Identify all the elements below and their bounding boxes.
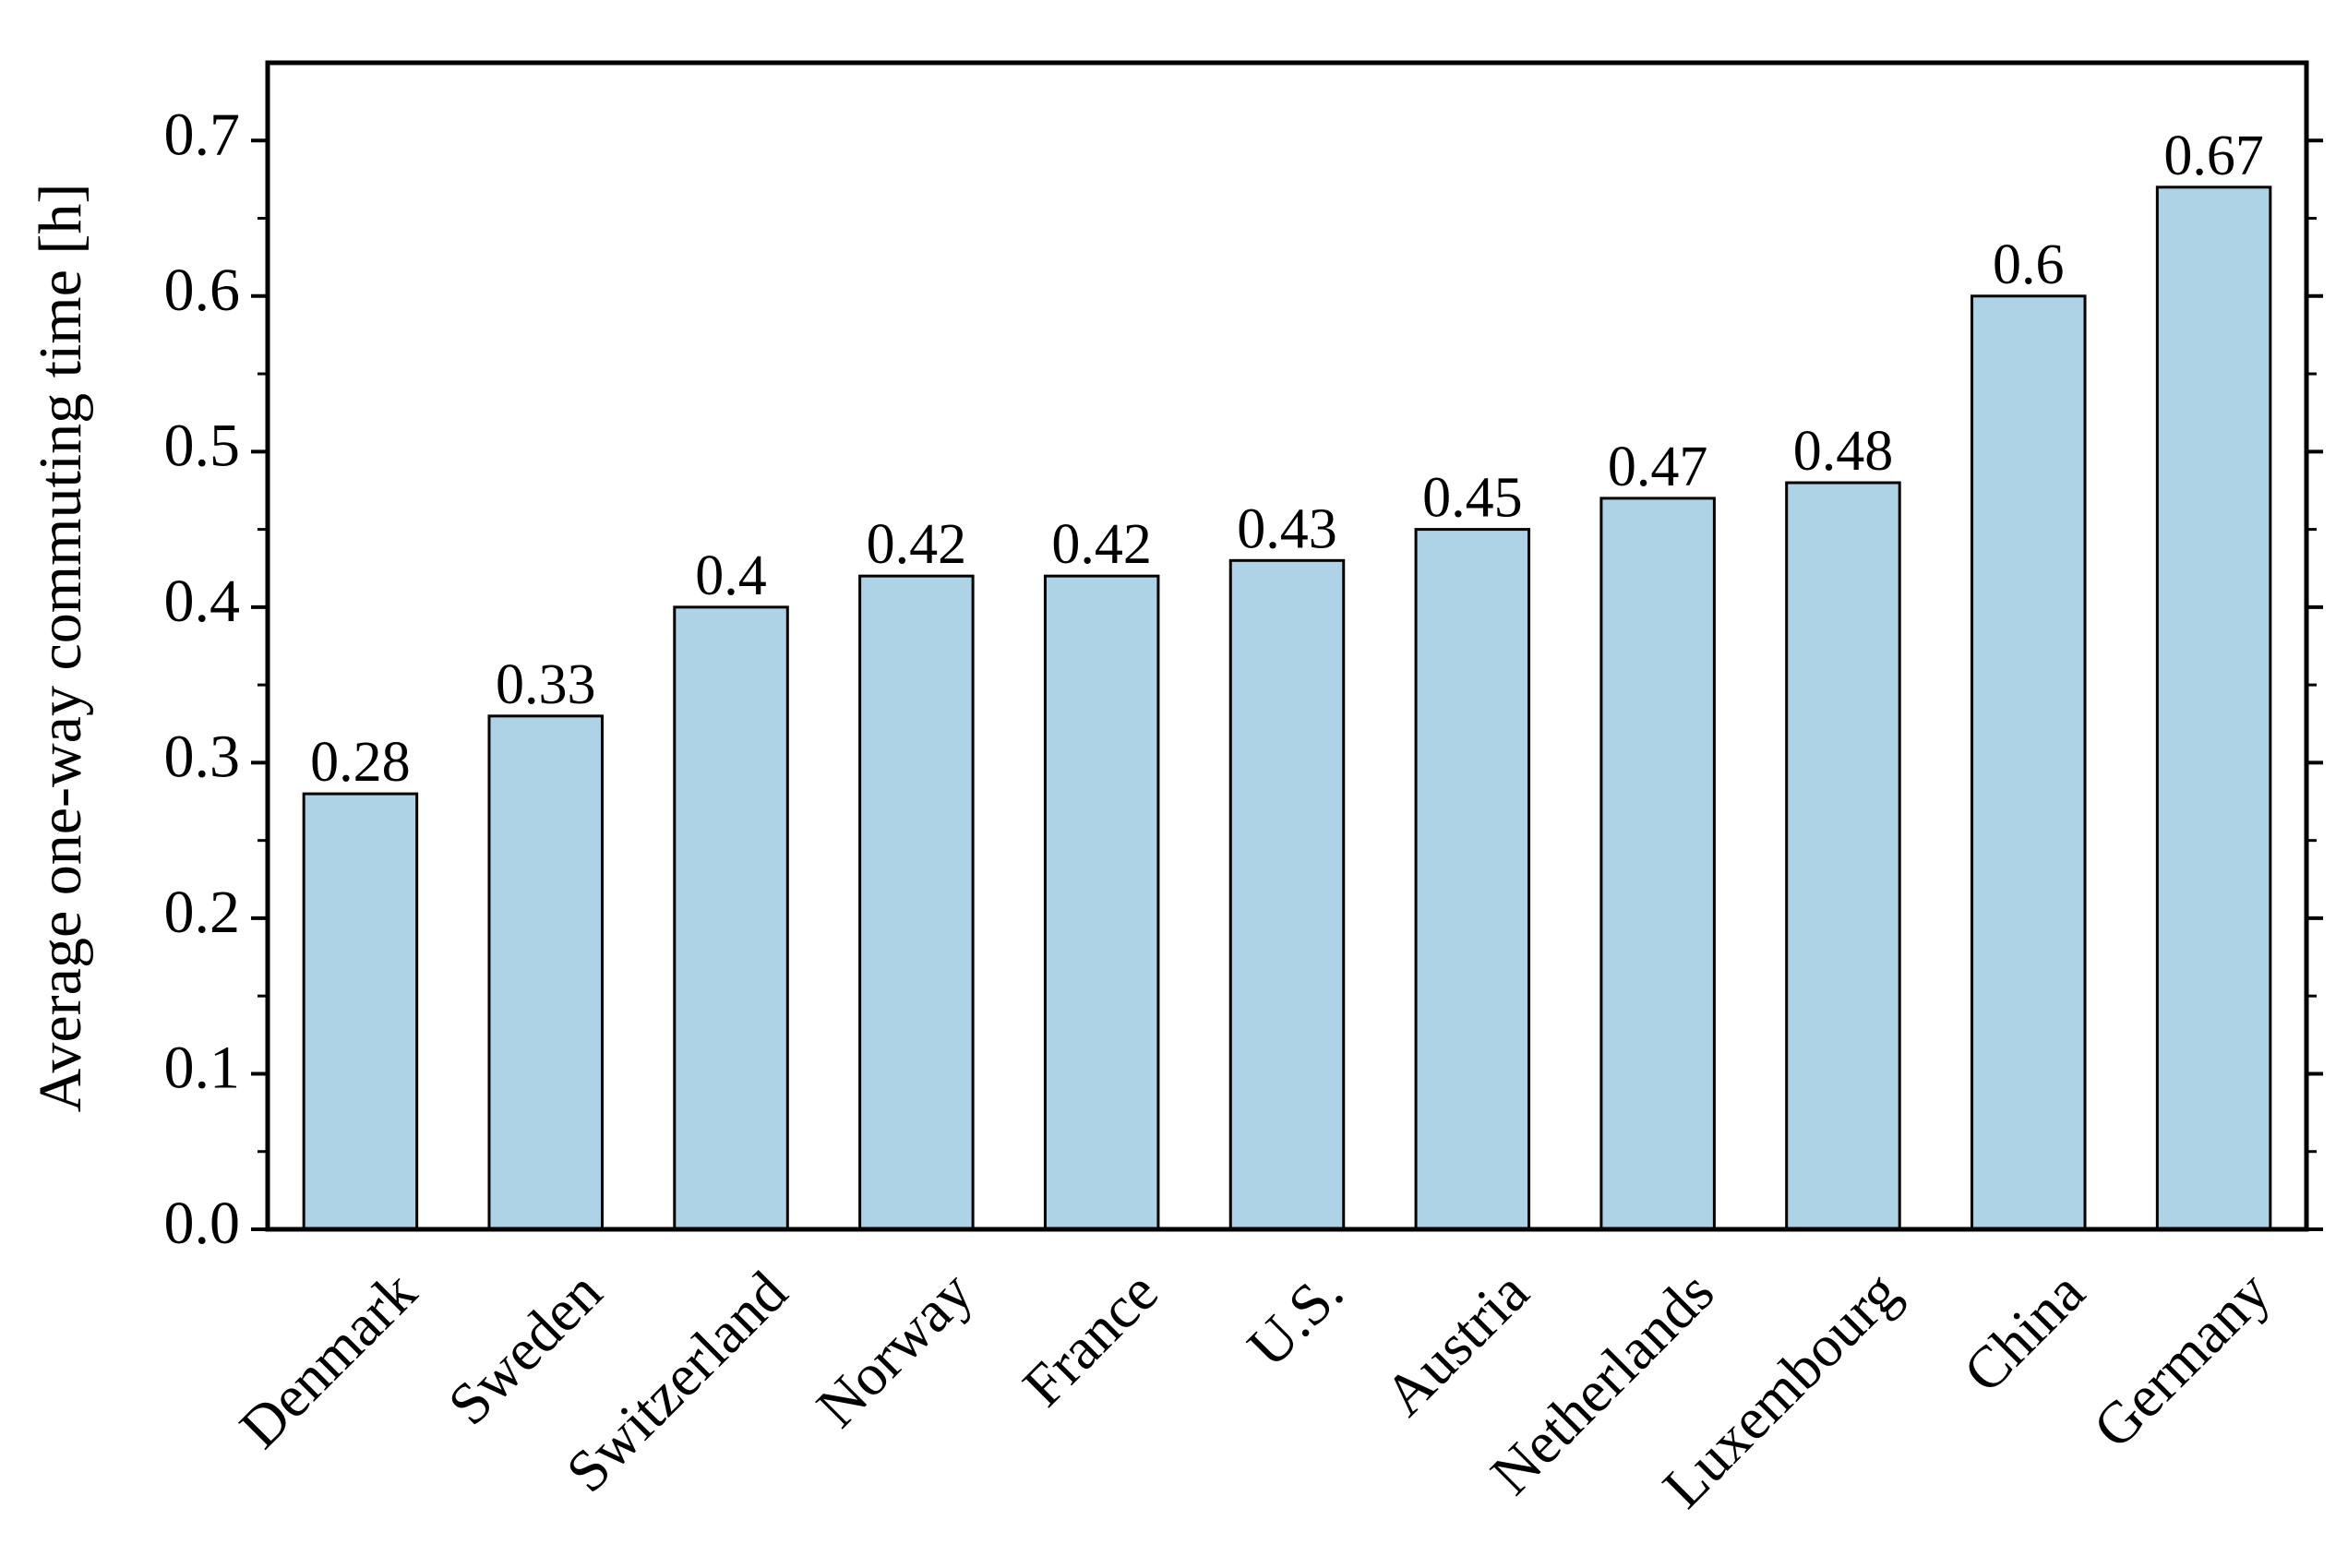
x-tick-label: Germany <box>2080 1259 2282 1461</box>
value-label: 0.33 <box>496 653 596 716</box>
value-label: 0.6 <box>1993 233 2065 296</box>
bar <box>858 574 975 1231</box>
bar <box>487 714 604 1231</box>
x-tick-label: Sweden <box>436 1259 614 1437</box>
y-tick-label: 0.2 <box>164 879 241 946</box>
value-label: 0.67 <box>2163 125 2264 187</box>
value-label: 0.45 <box>1422 467 1523 530</box>
bar <box>1228 558 1346 1231</box>
value-label: 0.4 <box>695 545 767 607</box>
x-tick-label: France <box>1010 1259 1169 1418</box>
value-label: 0.43 <box>1237 497 1337 560</box>
y-tick-label: 0.4 <box>164 568 241 635</box>
y-tick-label: 0.1 <box>164 1035 241 1102</box>
value-label: 0.47 <box>1608 436 1708 498</box>
y-tick-label: 0.0 <box>164 1190 241 1257</box>
bar <box>673 605 789 1231</box>
value-label: 0.28 <box>310 731 411 794</box>
bar <box>2155 186 2272 1231</box>
plot-frame <box>265 60 2309 1232</box>
y-tick-label: 0.7 <box>164 101 241 168</box>
y-tick-label: 0.6 <box>164 257 241 324</box>
bar <box>302 792 419 1231</box>
y-tick-label: 0.5 <box>164 412 241 479</box>
x-tick-label: Denmark <box>227 1259 429 1461</box>
bar <box>1043 574 1160 1231</box>
x-tick-label: Norway <box>804 1259 985 1440</box>
value-label: 0.42 <box>867 513 967 576</box>
bar <box>1785 481 1901 1231</box>
bar <box>1414 528 1531 1231</box>
x-tick-label: U.S. <box>1235 1259 1356 1380</box>
y-axis-title: Average one-way commuting time [h] <box>27 184 94 1113</box>
bar <box>1971 294 2087 1231</box>
x-tick-label: Austria <box>1372 1259 1540 1428</box>
value-label: 0.42 <box>1051 513 1152 576</box>
y-tick-label: 0.3 <box>164 724 241 791</box>
value-label: 0.48 <box>1793 420 1894 483</box>
bar <box>1599 497 1716 1231</box>
x-tick-label: China <box>1951 1259 2097 1405</box>
